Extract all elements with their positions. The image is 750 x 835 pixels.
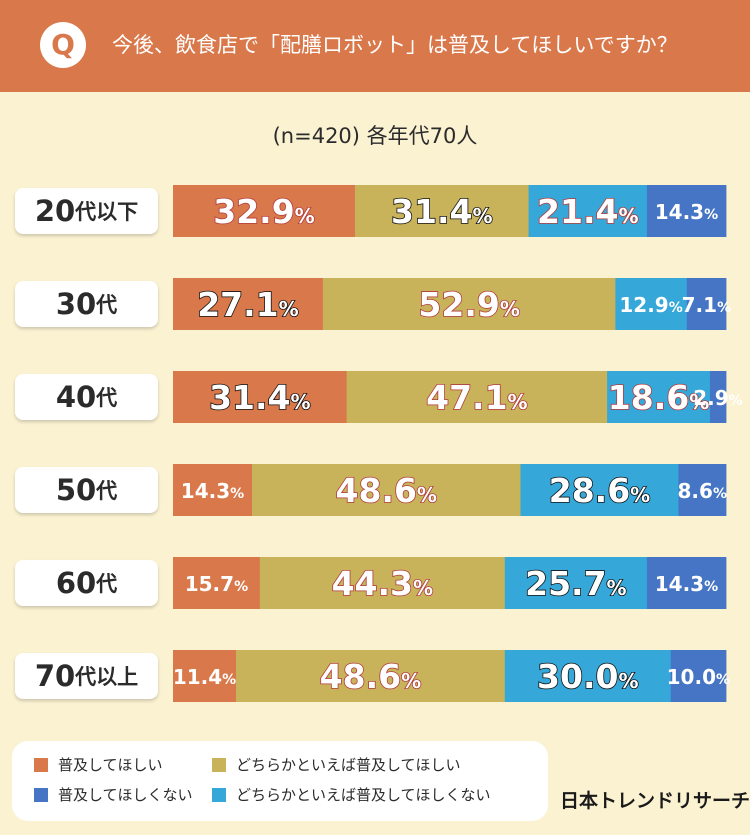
bar-segment [670, 650, 727, 702]
legend-label: 普及してほしい [58, 756, 163, 774]
question-text: 今後、飲食店で「配膳ロボット」は普及してほしいですか？ [112, 33, 678, 57]
data-label: 48.6% [336, 471, 437, 510]
legend-item: どちらかといえば普及してほしくない [212, 784, 491, 805]
bar-segment [646, 557, 727, 609]
data-label: 48.6% [320, 657, 421, 696]
data-label: 31.4% [391, 192, 492, 231]
bar-segment [173, 278, 324, 330]
bar-segment [504, 557, 648, 609]
legend: 普及してほしい どちらかといえば普及してほしい普及してほしくない どちらかといえば普… [12, 741, 548, 821]
category-label-number: 70 [34, 659, 76, 693]
data-label: 21.4% [537, 192, 638, 231]
question-header: Q 今後、飲食店で「配膳ロボット」は普及してほしいですか？ [0, 0, 750, 92]
category-label-suffix: 代 [96, 479, 118, 503]
bar-segment [173, 185, 356, 237]
bar-segment [354, 185, 529, 237]
data-label: 28.6% [549, 471, 650, 510]
data-label: 30.0% [537, 657, 638, 696]
category-label: 20 代以下 [15, 188, 158, 234]
data-label: 7.1% [682, 293, 731, 317]
category-label-suffix: 代以下 [75, 200, 139, 224]
category-label-suffix: 代以上 [75, 665, 139, 689]
data-label: 15.7% [185, 572, 248, 596]
category-label: 50 代 [15, 467, 158, 513]
chart-subtitle: (n=420) 各年代70人 [272, 124, 478, 148]
category-label-number: 60 [55, 566, 97, 600]
bar-segment [173, 557, 261, 609]
data-label: 18.6% [608, 378, 709, 417]
data-label: 47.1% [426, 378, 527, 417]
bar-segment [173, 650, 237, 702]
category-label: 30 代 [15, 281, 158, 327]
data-label: 27.1% [197, 285, 298, 324]
legend-swatch [212, 757, 226, 772]
legend-item: どちらかといえば普及してほしい [212, 754, 461, 775]
category-label-suffix: 代 [96, 386, 118, 410]
bar-segment [346, 371, 608, 423]
data-label: 14.3% [655, 572, 718, 596]
data-label: 52.9% [418, 285, 519, 324]
data-label: 14.3% [181, 479, 244, 503]
category-label: 40 代 [15, 374, 158, 420]
category-label-number: 50 [55, 473, 97, 507]
category-label: 70 代以上 [15, 653, 158, 699]
data-label: 12.9% [619, 293, 682, 317]
data-label: 44.3% [332, 564, 433, 603]
bar-segment [520, 464, 679, 516]
bar-segment [322, 278, 616, 330]
category-label-number: 30 [55, 287, 97, 321]
category-label-number: 20 [34, 194, 76, 228]
legend-swatch [34, 787, 48, 802]
data-label: 2.9% [693, 386, 742, 410]
bar-segment [709, 371, 727, 423]
brand-logo: 日本トレンドリサーチ [560, 790, 750, 812]
legend-swatch [212, 787, 226, 802]
bar-segment [686, 278, 727, 330]
bar-segment [173, 464, 253, 516]
q-badge: Q [40, 22, 86, 68]
data-label: 11.4% [173, 665, 236, 689]
bar-segment [259, 557, 506, 609]
legend-label: どちらかといえば普及してほしくない [236, 786, 491, 804]
category-label-suffix: 代 [96, 572, 118, 596]
bar-segment [646, 185, 727, 237]
bar-segment [236, 650, 506, 702]
legend-swatch [34, 757, 48, 772]
bar-segment [615, 278, 688, 330]
bar-segment [504, 650, 672, 702]
bar-segment [607, 371, 711, 423]
category-label-suffix: 代 [96, 293, 118, 317]
data-label: 32.9% [213, 192, 314, 231]
bar-segment [252, 464, 521, 516]
legend-item: 普及してほしくない [34, 784, 193, 805]
legend-item: 普及してほしい [34, 754, 163, 775]
legend-label: どちらかといえば普及してほしい [236, 756, 461, 774]
bar-segment [173, 371, 348, 423]
legend-label: 普及してほしくない [58, 786, 193, 804]
bar-segment [678, 464, 727, 516]
data-label: 8.6% [678, 479, 727, 503]
bar-segment [528, 185, 648, 237]
data-label: 25.7% [525, 564, 626, 603]
data-label: 10.0% [667, 665, 730, 689]
data-label: 14.3% [655, 200, 718, 224]
data-label: 31.4% [209, 378, 310, 417]
category-label: 60 代 [15, 560, 158, 606]
category-label-number: 40 [55, 380, 97, 414]
